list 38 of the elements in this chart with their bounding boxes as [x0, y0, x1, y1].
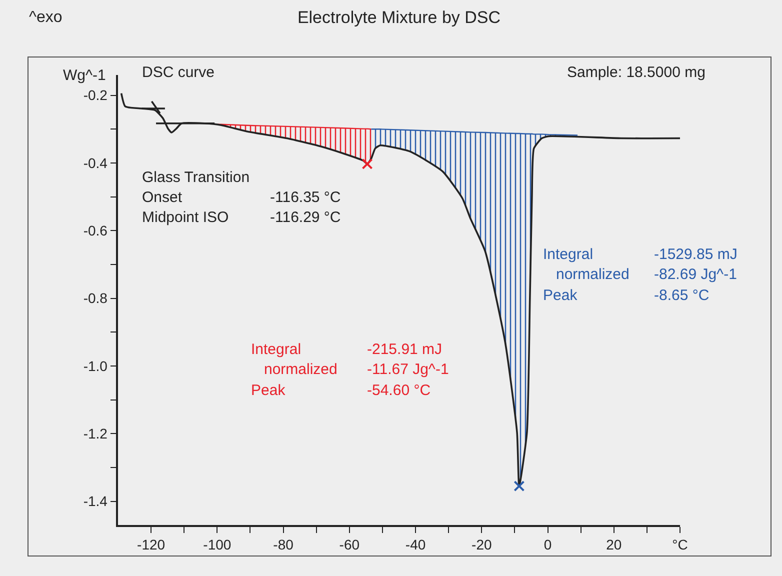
text: ^exo — [29, 9, 62, 26]
annotation: Peak — [543, 287, 578, 304]
x-tick-label: -20 — [472, 536, 492, 553]
annotation: -116.29 °C — [270, 209, 341, 226]
annotation: normalized — [556, 266, 630, 283]
y-tick-label: -1.0 — [83, 358, 108, 374]
annotation: -11.67 Jg^-1 — [367, 361, 449, 378]
annotation: Midpoint ISO — [142, 209, 229, 226]
y-tick-label: -1.4 — [83, 493, 108, 510]
annotation: Onset — [142, 189, 183, 206]
x-tick-label: °C — [672, 536, 688, 553]
annotation: -1529.85 mJ — [654, 246, 738, 263]
annotation: Integral — [543, 246, 594, 263]
y-tick-label: -0.2 — [83, 87, 108, 104]
annotation: -215.91 mJ — [367, 341, 442, 358]
annotation: Peak — [251, 382, 286, 399]
annotation: -8.65 °C — [654, 287, 710, 304]
y-tick-label: -0.4 — [83, 154, 108, 171]
annotation: normalized — [264, 361, 338, 378]
x-tick-label: -120 — [137, 536, 166, 553]
chart-title: Electrolyte Mixture by DSC — [297, 8, 501, 27]
x-tick-label: -60 — [339, 536, 360, 553]
y-tick-label: -1.2 — [83, 426, 108, 442]
x-tick-label: 20 — [606, 536, 622, 553]
annotation: -82.69 Jg^-1 — [654, 266, 737, 283]
y-axis-title: Wg^-1 — [63, 67, 106, 84]
annotation: -116.35 °C — [270, 189, 341, 206]
x-tick-label: -40 — [405, 536, 426, 553]
annotation: Sample: 18.5000 mg — [567, 64, 706, 81]
annotation: DSC curve — [142, 64, 215, 81]
x-tick-label: -80 — [273, 536, 294, 553]
y-tick-label: -0.8 — [83, 290, 108, 306]
annotation: Glass Transition — [142, 169, 250, 186]
annotation: -54.60 °C — [367, 382, 431, 399]
y-tick-label: -0.6 — [83, 222, 108, 239]
x-tick-label: -100 — [203, 536, 232, 553]
annotation: Integral — [251, 341, 302, 358]
x-tick-label: 0 — [544, 536, 552, 553]
